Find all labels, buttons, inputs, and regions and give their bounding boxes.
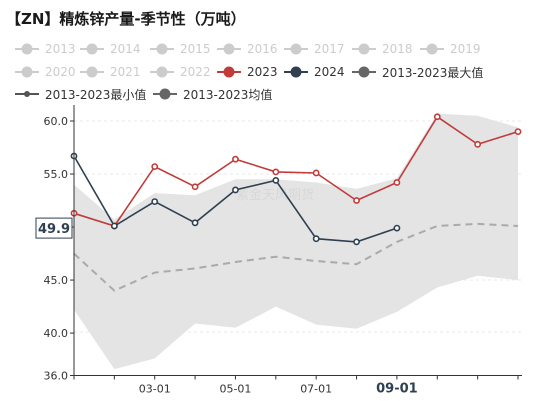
series-point-2024 bbox=[393, 224, 401, 232]
series-point-2024 bbox=[312, 235, 320, 243]
legend-marker-icon bbox=[15, 91, 39, 97]
legend-marker-icon bbox=[352, 66, 376, 78]
legend-item-2013-2023最大值[interactable]: 2013-2023最大值 bbox=[351, 64, 483, 80]
legend-label: 2013-2023均值 bbox=[183, 87, 273, 102]
legend-label: 2017 bbox=[314, 42, 345, 56]
legend-label: 2014 bbox=[110, 42, 141, 56]
legend-item-2023[interactable]: 2023 bbox=[216, 64, 278, 80]
legend-item-2021[interactable]: 2021 bbox=[79, 64, 141, 80]
legend-item-2016[interactable]: 2016 bbox=[216, 41, 278, 57]
legend-item-2017[interactable]: 2017 bbox=[283, 41, 345, 57]
legend-label: 2019 bbox=[450, 42, 481, 56]
legend-marker-icon bbox=[80, 66, 104, 78]
legend-marker-icon bbox=[80, 43, 104, 55]
series-point-2023 bbox=[474, 140, 482, 148]
series-point-2023 bbox=[232, 155, 239, 163]
series-point-2023 bbox=[272, 168, 280, 176]
y-tick-label: 60.0 bbox=[44, 115, 69, 128]
current-value-label: 49.9 bbox=[38, 222, 70, 237]
x-tick-label: 07-01 bbox=[300, 383, 332, 396]
legend-label: 2015 bbox=[180, 42, 211, 56]
legend-item-2013-2023最小值[interactable]: 2013-2023最小值 bbox=[14, 86, 146, 102]
legend-item-2018[interactable]: 2018 bbox=[351, 41, 413, 57]
legend-item-2015[interactable]: 2015 bbox=[149, 41, 211, 57]
legend-item-2020[interactable]: 2020 bbox=[14, 64, 76, 80]
series-point-2023 bbox=[191, 183, 199, 191]
legend-marker-icon bbox=[420, 43, 444, 55]
legend-marker-icon bbox=[153, 88, 177, 100]
current-value-box bbox=[35, 217, 73, 239]
legend-label: 2018 bbox=[382, 42, 413, 56]
series-line-2023 bbox=[73, 115, 519, 227]
series-point-2023 bbox=[393, 179, 401, 186]
series-point-2024 bbox=[232, 186, 239, 194]
legend-marker-icon bbox=[217, 66, 241, 78]
legend-label: 2016 bbox=[247, 42, 278, 56]
legend-marker-icon bbox=[352, 43, 376, 55]
series-point-2024 bbox=[353, 238, 360, 246]
legend-marker-icon bbox=[15, 43, 39, 55]
chart-title: 【ZN】精炼锌产量-季节性（万吨） bbox=[6, 10, 246, 28]
legend-label: 2023 bbox=[247, 65, 278, 79]
y-tick-label: 36.0 bbox=[44, 370, 69, 383]
series-point-2023 bbox=[514, 128, 522, 136]
range-band-area bbox=[74, 113, 518, 370]
legend-label: 2013 bbox=[45, 42, 76, 56]
series-line-2013-2023均值 bbox=[73, 222, 519, 292]
legend-label: 2020 bbox=[45, 65, 76, 79]
legend-marker-icon bbox=[150, 66, 174, 78]
x-tick-label: 05-01 bbox=[219, 383, 251, 396]
legend-item-2022[interactable]: 2022 bbox=[149, 64, 211, 80]
legend-label: 2013-2023最大值 bbox=[382, 65, 484, 80]
legend-label: 2022 bbox=[180, 65, 211, 79]
series-point-2023 bbox=[433, 113, 441, 121]
watermark-text: 紫金天风期货 bbox=[236, 187, 314, 203]
legend-marker-icon bbox=[284, 43, 308, 55]
y-tick-label: 55.0 bbox=[44, 168, 69, 181]
series-point-2024 bbox=[110, 222, 118, 230]
x-tick-label: 09-01 bbox=[376, 382, 418, 397]
legend-marker-icon bbox=[284, 66, 308, 78]
legend-marker-icon bbox=[150, 43, 174, 55]
legend-marker-icon bbox=[15, 66, 39, 78]
y-tick-label: 45.0 bbox=[44, 274, 69, 287]
legend-label: 2021 bbox=[110, 65, 141, 79]
series-point-2023 bbox=[353, 197, 360, 204]
legend-item-2024[interactable]: 2024 bbox=[283, 64, 345, 80]
series-point-2024 bbox=[272, 176, 280, 184]
legend-item-2013-2023均值[interactable]: 2013-2023均值 bbox=[152, 86, 272, 102]
legend-label: 2024 bbox=[314, 65, 345, 79]
legend-marker-icon bbox=[217, 43, 241, 55]
legend-label: 2013-2023最小值 bbox=[45, 87, 147, 102]
series-point-2023 bbox=[151, 163, 159, 170]
series-point-2024 bbox=[151, 198, 159, 205]
series-point-2023 bbox=[312, 169, 320, 177]
series-point-2024 bbox=[191, 219, 199, 227]
x-tick-label: 03-01 bbox=[139, 383, 171, 396]
legend-item-2014[interactable]: 2014 bbox=[79, 41, 141, 57]
y-tick-label: 40.0 bbox=[44, 327, 69, 340]
legend-item-2013[interactable]: 2013 bbox=[14, 41, 76, 57]
legend-item-2019[interactable]: 2019 bbox=[419, 41, 481, 57]
